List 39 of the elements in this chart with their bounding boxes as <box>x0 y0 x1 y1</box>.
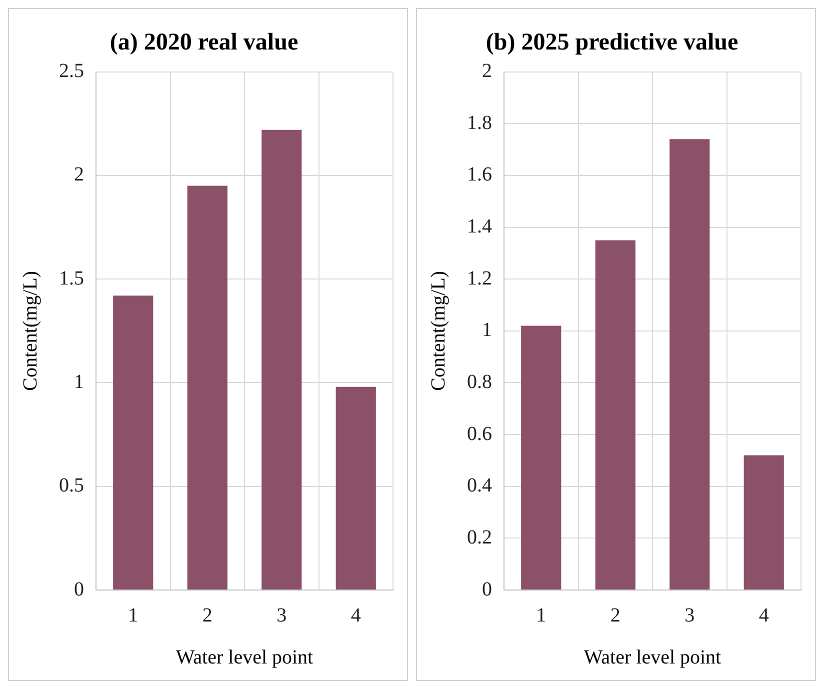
bar <box>670 139 710 590</box>
x-axis-title: Water level point <box>584 646 722 668</box>
x-tick-label: 2 <box>202 604 212 626</box>
bar <box>521 326 562 590</box>
x-tick-label: 1 <box>536 604 546 626</box>
y-tick-label: 2.5 <box>59 60 84 82</box>
x-tick-label: 4 <box>758 604 769 626</box>
bar <box>187 186 228 590</box>
x-tick-label: 3 <box>276 604 287 626</box>
y-tick-label: 0 <box>74 578 84 600</box>
y-tick-label: 2 <box>74 164 84 186</box>
y-axis-title: Content(mg/L) <box>19 270 42 391</box>
y-tick-label: 1.5 <box>59 267 84 290</box>
bar <box>113 296 154 590</box>
x-axis-title: Water level point <box>176 646 314 668</box>
bar <box>744 455 784 590</box>
chart-title: (b) 2025 predictive value <box>486 30 738 56</box>
y-tick-label: 1.4 <box>467 216 492 238</box>
y-tick-label: 1.8 <box>467 112 492 134</box>
y-tick-label: 0.8 <box>467 370 492 393</box>
chart-title: (a) 2020 real value <box>110 30 298 56</box>
x-tick-label: 4 <box>350 604 361 626</box>
bar <box>595 240 636 590</box>
x-tick-label: 2 <box>610 604 620 626</box>
bar <box>336 386 376 590</box>
y-axis-title: Content(mg/L) <box>427 270 450 391</box>
x-tick-label: 1 <box>128 604 138 626</box>
y-tick-label: 1 <box>482 319 492 342</box>
bar <box>262 130 302 590</box>
y-tick-label: 0.2 <box>467 526 492 548</box>
y-tick-label: 0.5 <box>59 474 84 497</box>
y-tick-label: 0 <box>482 578 492 600</box>
y-tick-label: 1 <box>74 370 84 393</box>
y-tick-label: 1.2 <box>467 267 492 290</box>
y-tick-label: 1.6 <box>467 164 492 186</box>
y-tick-label: 0.4 <box>467 474 492 497</box>
y-tick-label: 2 <box>482 60 492 82</box>
x-tick-label: 3 <box>684 604 695 626</box>
y-tick-label: 0.6 <box>467 422 492 445</box>
